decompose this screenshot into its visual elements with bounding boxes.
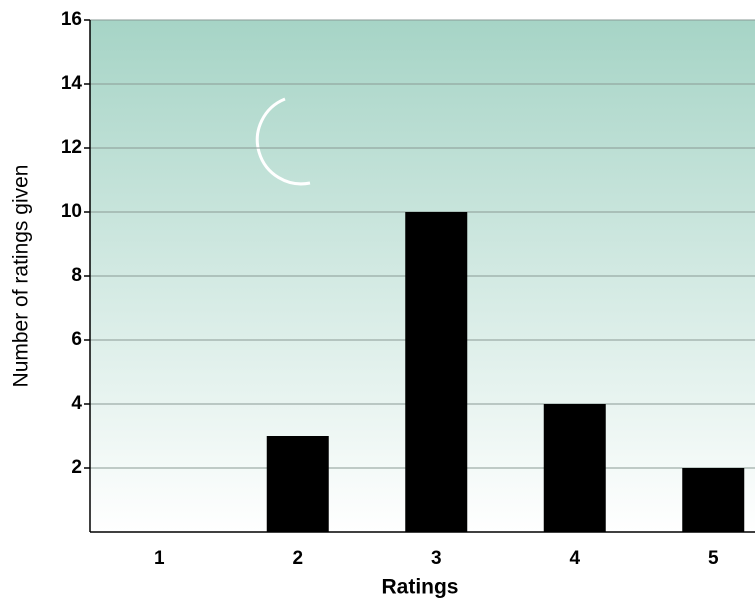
x-tick-label: 3 xyxy=(431,548,442,569)
x-axis-title: Ratings xyxy=(381,576,458,599)
bar xyxy=(405,212,468,532)
x-tick-label: 4 xyxy=(569,548,580,569)
x-tick-label: 5 xyxy=(708,548,719,569)
x-tick-label: 2 xyxy=(292,548,303,569)
y-tick-label: 2 xyxy=(71,457,82,478)
y-tick-label: 4 xyxy=(71,393,82,414)
y-tick-label: 12 xyxy=(61,137,82,158)
bar xyxy=(266,436,329,532)
bar xyxy=(543,404,606,532)
y-tick-label: 6 xyxy=(71,329,82,350)
y-tick-label: 8 xyxy=(71,265,82,286)
bar xyxy=(682,468,745,532)
moon-decoration xyxy=(255,97,311,186)
y-tick-label: 14 xyxy=(61,73,83,94)
y-tick-label: 10 xyxy=(61,201,82,222)
y-tick-label: 16 xyxy=(61,9,82,30)
x-tick-label: 1 xyxy=(154,548,165,569)
y-axis-title: Number of ratings given xyxy=(10,165,33,388)
